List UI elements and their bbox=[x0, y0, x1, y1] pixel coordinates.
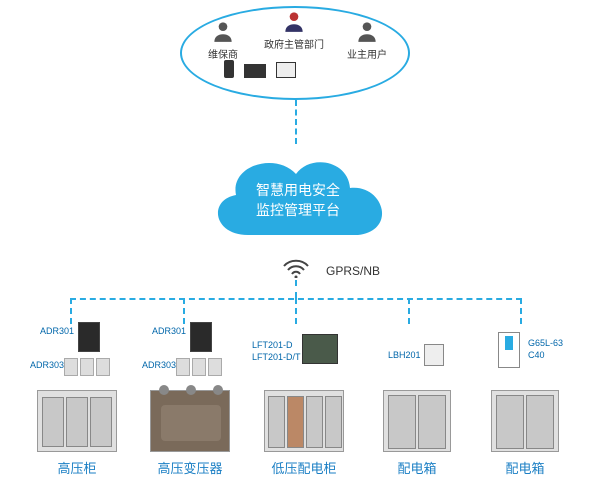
cloud-title-2: 监控管理平台 bbox=[198, 200, 398, 220]
role-label: 业主用户 bbox=[347, 50, 387, 61]
equip-hv-cabinet: 高压柜 bbox=[32, 390, 122, 477]
transformer-icon bbox=[150, 390, 230, 452]
phone-icon bbox=[224, 60, 234, 78]
equip-label: 高压柜 bbox=[32, 458, 122, 477]
sensor-adr303-e bbox=[192, 358, 206, 376]
label-lft201dt: LFT201-D/T bbox=[252, 352, 301, 362]
drop-1 bbox=[70, 298, 72, 324]
equip-hv-transformer: 高压变压器 bbox=[140, 390, 240, 477]
role-owner: 业主用户 bbox=[342, 18, 392, 61]
label-lbh201: LBH201 bbox=[388, 350, 421, 360]
sensor-lft201 bbox=[302, 334, 338, 364]
person-icon bbox=[281, 8, 307, 34]
equip-label: 高压变压器 bbox=[140, 458, 240, 477]
role-label: 政府主管部门 bbox=[264, 40, 324, 51]
sensor-adr301-1 bbox=[78, 322, 100, 352]
cloud-title-1: 智慧用电安全 bbox=[198, 180, 398, 200]
equip-label: 配电箱 bbox=[372, 458, 462, 477]
drop-3 bbox=[295, 298, 297, 324]
client-devices bbox=[224, 60, 296, 78]
equip-label: 配电箱 bbox=[480, 458, 570, 477]
sensor-adr303-a bbox=[64, 358, 78, 376]
drop-4 bbox=[408, 298, 410, 324]
sensor-lbh201 bbox=[424, 344, 444, 366]
laptop-icon bbox=[244, 64, 266, 78]
equip-dist-box-1: 配电箱 bbox=[372, 390, 462, 477]
label-g65l: G65L-63 bbox=[528, 338, 563, 348]
equip-label: 低压配电柜 bbox=[254, 458, 354, 477]
link-cloud-bus bbox=[295, 280, 297, 298]
dist-box-icon bbox=[383, 390, 451, 452]
platform-cloud: 智慧用电安全 监控管理平台 bbox=[198, 140, 398, 255]
label-adr301-2: ADR301 bbox=[152, 326, 186, 336]
label-adr303-1: ADR303 bbox=[30, 360, 64, 370]
person-icon bbox=[354, 18, 380, 44]
person-icon bbox=[210, 18, 236, 44]
role-government: 政府主管部门 bbox=[258, 8, 330, 51]
sensor-adr301-2 bbox=[190, 322, 212, 352]
role-maintenance: 维保商 bbox=[198, 18, 248, 61]
label-c40: C40 bbox=[528, 350, 545, 360]
label-adr301-1: ADR301 bbox=[40, 326, 74, 336]
sensor-adr303-d bbox=[176, 358, 190, 376]
drop-2 bbox=[183, 298, 185, 324]
label-lft201d: LFT201-D bbox=[252, 340, 293, 350]
hv-cabinet-icon bbox=[37, 390, 117, 452]
lv-cabinet-icon bbox=[264, 390, 344, 452]
sensor-breaker bbox=[498, 332, 520, 368]
drop-5 bbox=[520, 298, 522, 324]
sensor-adr303-b bbox=[80, 358, 94, 376]
label-adr303-2: ADR303 bbox=[142, 360, 176, 370]
wifi-icon bbox=[282, 258, 310, 281]
link-top bbox=[295, 100, 297, 144]
protocol-label: GPRS/NB bbox=[326, 264, 380, 278]
equip-dist-box-2: 配电箱 bbox=[480, 390, 570, 477]
equip-lv-cabinet: 低压配电柜 bbox=[254, 390, 354, 477]
sensor-adr303-c bbox=[96, 358, 110, 376]
desktop-icon bbox=[276, 62, 296, 78]
sensor-adr303-f bbox=[208, 358, 222, 376]
dist-box-icon bbox=[491, 390, 559, 452]
